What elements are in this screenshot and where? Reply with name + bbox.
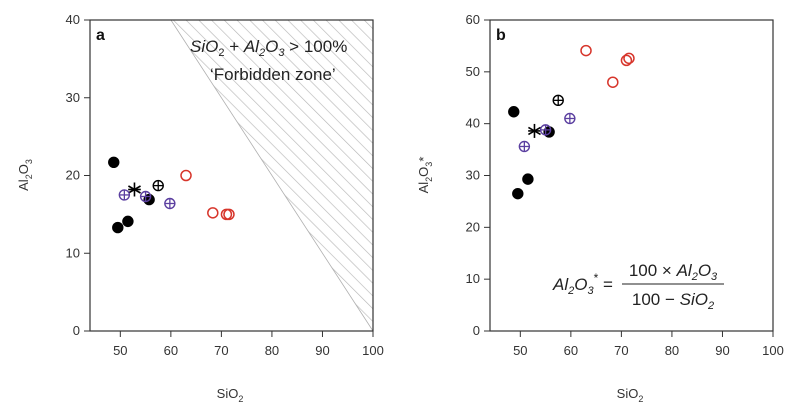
y-tick-b-0: 0 — [473, 323, 490, 338]
y-tick-b-4: 40 — [466, 116, 490, 131]
x-tick-label: 100 — [362, 343, 384, 358]
y-tick-b-6: 60 — [466, 12, 490, 27]
data-point-open-circle — [623, 52, 635, 65]
x-tick-label: 60 — [164, 343, 178, 358]
data-point-asterisk — [128, 182, 141, 197]
panel-label-b: b — [496, 27, 506, 44]
x-tick-b-3: 80 — [665, 331, 679, 358]
data-point-circle-plus — [152, 179, 164, 192]
y-tick-a-4: 40 — [66, 12, 90, 27]
data-point-circle-plus — [139, 190, 152, 203]
x-tick-b-4: 90 — [715, 331, 730, 358]
x-tick-label: 70 — [614, 343, 628, 358]
x-tick-b-1: 60 — [564, 331, 578, 358]
panel-label-a: a — [96, 27, 105, 44]
x-tick-label: 80 — [665, 343, 679, 358]
data-point-filled-circle — [112, 221, 124, 234]
forbidden-zone-label: ‘Forbidden zone’ — [210, 65, 336, 84]
y-tick-a-3: 30 — [66, 90, 90, 105]
y-axis-label-b: Al2O3* — [416, 157, 434, 194]
x-tick-label: 90 — [715, 343, 729, 358]
y-tick-label: 10 — [66, 245, 80, 260]
y-tick-label: 30 — [66, 90, 80, 105]
forbidden-zone-formula: SiO2 + Al2O3 > 100% — [190, 37, 347, 59]
y-axis-ticks-b: 0 10 20 30 40 50 60 — [466, 12, 490, 338]
x-tick-a-4: 90 — [315, 331, 330, 358]
x-tick-label: 50 — [513, 343, 527, 358]
svg-text:100 × Al2O3: 100 × Al2O3 — [629, 261, 718, 283]
x-tick-a-5: 100 — [362, 331, 384, 358]
data-point-circle-plus — [518, 140, 531, 153]
data-point-circle-plus — [564, 112, 576, 125]
x-tick-a-0: 50 — [113, 331, 128, 358]
data-point-open-circle — [580, 44, 592, 57]
x-tick-b-2: 70 — [614, 331, 629, 358]
x-axis-label-b: SiO2 — [617, 386, 644, 404]
y-tick-a-1: 10 — [66, 245, 90, 260]
x-tick-a-2: 70 — [214, 331, 229, 358]
data-point-filled-circle — [512, 187, 524, 200]
x-tick-label: 50 — [113, 343, 127, 358]
y-axis-ticks-a: 0 10 20 30 40 — [66, 12, 90, 338]
x-tick-label: 70 — [214, 343, 228, 358]
data-point-circle-plus — [164, 197, 176, 210]
al2o3-star-formula: Al2O3* = 100 × Al2O3 100 − SiO2 — [552, 261, 724, 312]
data-point-filled-circle — [108, 156, 120, 168]
y-tick-b-2: 20 — [466, 219, 490, 234]
x-axis-label-a: SiO2 — [217, 386, 244, 404]
x-tick-a-1: 60 — [164, 331, 178, 358]
x-axis-ticks-a: 50 60 70 80 90 100 — [113, 331, 384, 358]
x-tick-label: 60 — [564, 343, 578, 358]
x-axis-ticks-b: 50 60 70 80 90 100 — [513, 331, 784, 358]
x-tick-label: 80 — [265, 343, 279, 358]
y-tick-label: 30 — [466, 168, 480, 183]
x-tick-b-0: 50 — [513, 331, 528, 358]
data-point-open-circle — [207, 207, 219, 219]
data-point-open-circle — [180, 169, 192, 182]
x-tick-b-5: 100 — [762, 331, 784, 358]
y-tick-label: 50 — [466, 64, 480, 79]
data-point-filled-circle — [122, 215, 134, 228]
y-tick-a-0: 0 — [73, 323, 90, 338]
svg-text:Al2O3* =: Al2O3* = — [552, 271, 613, 297]
data-point-circle-plus — [118, 189, 131, 201]
y-tick-label: 40 — [66, 12, 80, 27]
y-tick-a-2: 20 — [66, 168, 90, 183]
panel-b: 50 60 70 80 90 100 0 10 20 30 40 50 60 b Al2O3* = 1… — [416, 12, 784, 404]
y-tick-b-3: 30 — [466, 168, 490, 183]
x-tick-label: 90 — [315, 343, 329, 358]
y-tick-label: 0 — [473, 323, 480, 338]
data-point-open-circle — [607, 76, 619, 88]
y-tick-label: 10 — [466, 271, 480, 286]
x-tick-a-3: 80 — [265, 331, 279, 358]
svg-text:100 − SiO2: 100 − SiO2 — [632, 290, 714, 312]
data-point-filled-circle — [508, 106, 520, 118]
y-tick-label: 20 — [66, 168, 80, 183]
x-tick-label: 100 — [762, 343, 784, 358]
data-point-asterisk — [528, 123, 541, 138]
y-tick-label: 0 — [73, 323, 80, 338]
data-point-circle-plus — [552, 94, 564, 107]
y-tick-label: 40 — [466, 116, 480, 131]
points-b — [508, 44, 635, 200]
y-tick-label: 20 — [466, 219, 480, 234]
y-tick-b-1: 10 — [466, 271, 490, 286]
data-point-open-circle — [620, 54, 633, 67]
y-tick-label: 60 — [466, 12, 480, 27]
data-point-open-circle — [223, 208, 235, 221]
y-tick-b-5: 50 — [466, 64, 490, 79]
points-a — [108, 156, 235, 234]
data-point-filled-circle — [522, 173, 534, 185]
panel-a: 50 60 70 80 90 100 0 10 20 30 40 a SiO2 + Al2O3 >… — [16, 12, 384, 404]
y-axis-label-a: Al2O3 — [16, 159, 34, 191]
data-point-circle-plus — [539, 124, 552, 136]
